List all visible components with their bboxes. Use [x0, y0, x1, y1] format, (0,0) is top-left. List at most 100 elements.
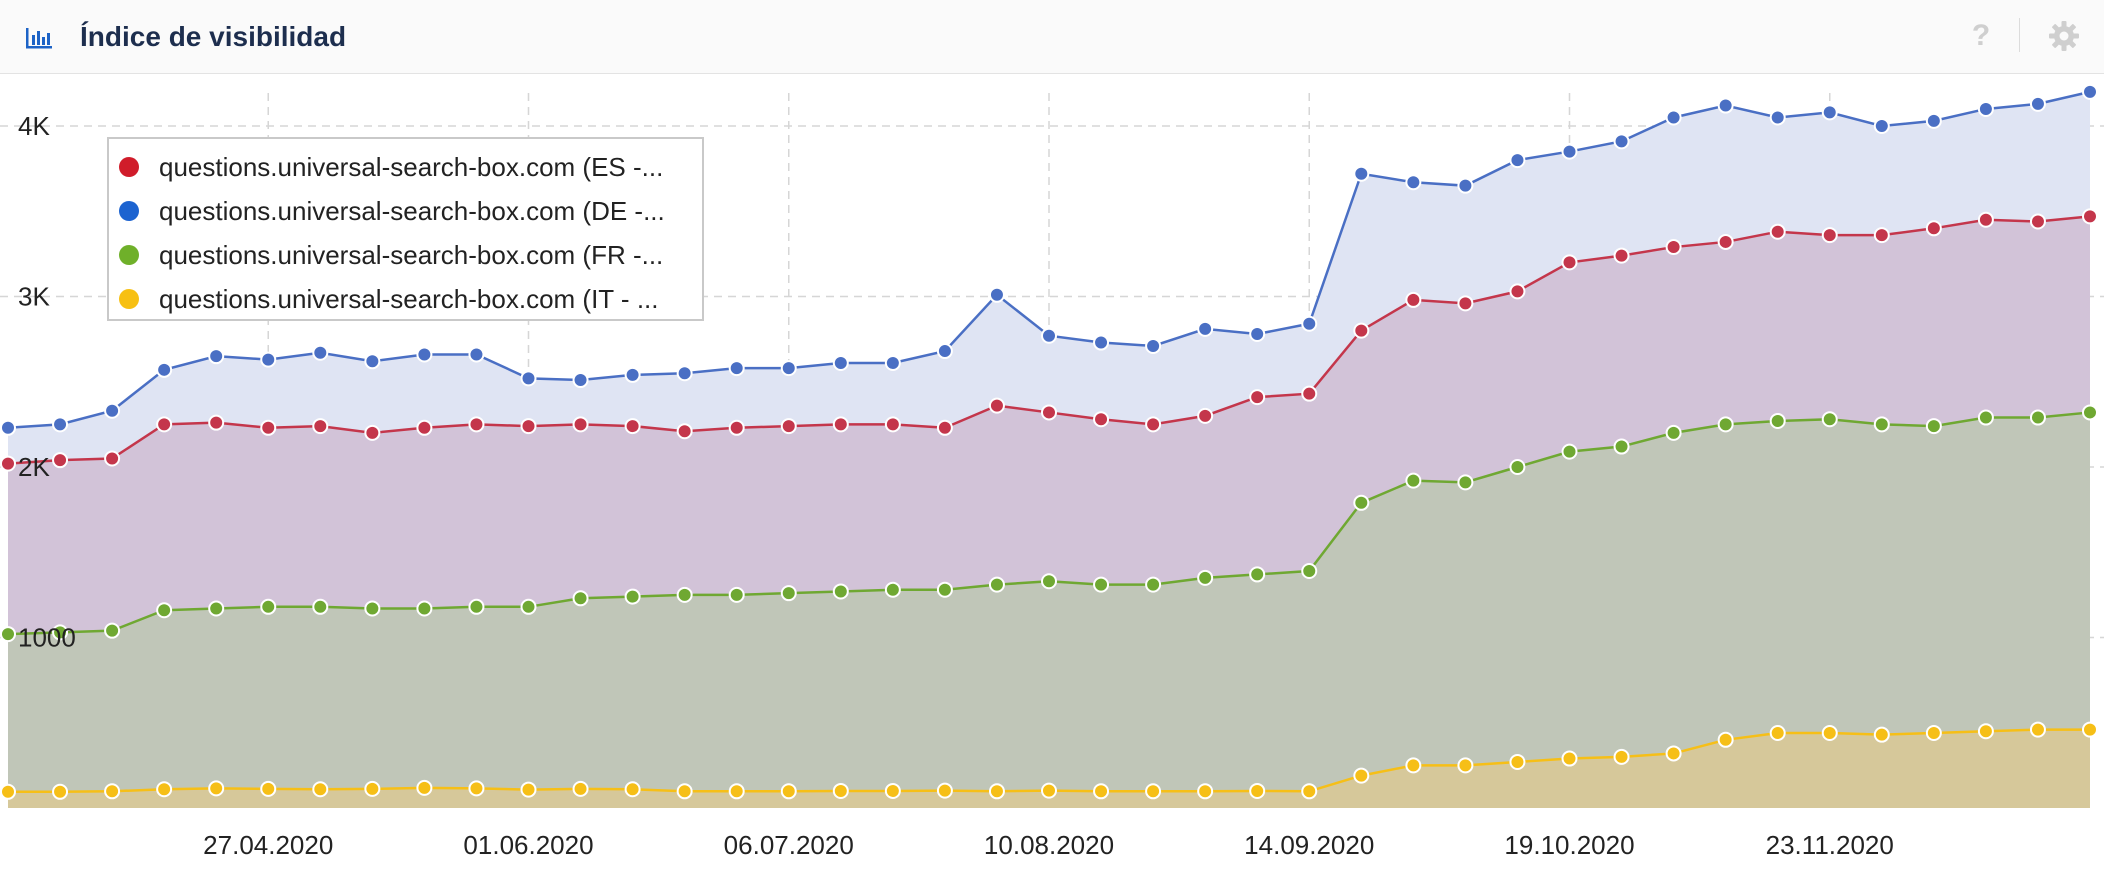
point-es: [1665, 239, 1682, 256]
point-de: [1041, 327, 1057, 344]
point-fr: [1821, 411, 1838, 428]
point-de: [1249, 326, 1266, 343]
point-de: [260, 351, 277, 368]
point-es: [1093, 411, 1110, 428]
point-fr: [1717, 416, 1734, 433]
point-fr: [832, 583, 849, 600]
point-it: [936, 782, 953, 799]
point-de: [1613, 133, 1630, 150]
legend-label-it: questions.universal-search-box.com (IT -…: [159, 284, 659, 314]
legend-dot-es: [119, 157, 139, 177]
legend-dot-it: [119, 289, 139, 309]
point-es: [884, 416, 901, 433]
point-es: [312, 418, 329, 435]
panel-header: Índice de visibilidad ?: [0, 0, 2104, 74]
point-es: [832, 416, 849, 433]
point-es: [1301, 385, 1318, 402]
point-es: [520, 418, 537, 435]
x-tick-label: 19.10.2020: [1504, 830, 1634, 860]
point-fr: [1977, 409, 1994, 426]
help-icon[interactable]: ?: [1971, 19, 1991, 52]
point-de: [1457, 177, 1474, 194]
point-it: [468, 780, 485, 797]
point-it: [1145, 783, 1162, 800]
point-es: [1561, 254, 1578, 271]
point-it: [1925, 724, 1942, 741]
point-fr: [1509, 459, 1526, 475]
point-es: [936, 419, 953, 436]
point-es: [1457, 295, 1474, 312]
point-es: [1145, 416, 1162, 433]
legend-label-es: questions.universal-search-box.com (ES -…: [159, 152, 664, 182]
y-tick-label: 1000: [18, 623, 76, 653]
point-it: [1457, 757, 1474, 774]
point-es: [0, 455, 16, 472]
point-es: [104, 450, 121, 467]
point-de: [1977, 100, 1994, 117]
point-es: [260, 419, 277, 436]
point-de: [1717, 97, 1734, 114]
point-fr: [1353, 494, 1370, 511]
point-de: [780, 360, 797, 377]
legend-label-de: questions.universal-search-box.com (DE -…: [159, 196, 665, 226]
legend-item-it[interactable]: questions.universal-search-box.com (IT -…: [109, 279, 704, 319]
point-fr: [1561, 443, 1578, 460]
point-it: [1093, 783, 1110, 800]
point-de: [1353, 165, 1370, 182]
point-de: [884, 354, 901, 371]
point-it: [676, 783, 693, 800]
legend-item-de[interactable]: questions.universal-search-box.com (DE -…: [109, 191, 704, 231]
point-it: [1405, 757, 1422, 774]
point-de: [468, 346, 485, 363]
point-it: [1873, 726, 1890, 743]
point-es: [988, 397, 1005, 414]
point-it: [1717, 731, 1734, 748]
point-fr: [1769, 412, 1786, 429]
point-it: [624, 781, 641, 798]
point-de: [1301, 315, 1318, 332]
point-de: [1509, 152, 1526, 169]
legend-item-fr[interactable]: questions.universal-search-box.com (FR -…: [109, 235, 704, 275]
point-es: [156, 416, 173, 433]
point-es: [1821, 227, 1838, 244]
point-fr: [1925, 418, 1942, 435]
point-fr: [780, 585, 797, 602]
x-tick-label: 14.09.2020: [1244, 830, 1374, 860]
point-fr: [520, 598, 537, 615]
point-de: [2082, 83, 2098, 100]
point-fr: [1457, 474, 1474, 491]
point-es: [676, 423, 693, 440]
gear-icon[interactable]: [2048, 20, 2080, 52]
point-de: [520, 370, 537, 387]
point-es: [208, 414, 225, 431]
point-fr: [0, 626, 16, 643]
point-it: [364, 780, 381, 797]
y-tick-label: 3K: [18, 282, 50, 312]
point-de: [1873, 118, 1890, 134]
point-it: [780, 783, 797, 800]
point-it: [2082, 721, 2098, 738]
point-it: [1509, 753, 1526, 770]
point-fr: [2082, 404, 2098, 421]
point-es: [1353, 322, 1370, 339]
point-it: [1821, 724, 1838, 741]
point-es: [1613, 247, 1630, 264]
point-it: [1301, 783, 1318, 800]
y-tick-label: 2K: [18, 452, 50, 482]
point-fr: [624, 588, 641, 605]
point-de: [676, 365, 693, 382]
point-de: [1821, 104, 1838, 121]
point-de: [364, 353, 381, 370]
legend-label-fr: questions.universal-search-box.com (FR -…: [159, 240, 664, 270]
point-de: [572, 372, 589, 389]
point-es: [1197, 407, 1214, 424]
point-it: [1041, 782, 1057, 799]
point-it: [1561, 750, 1578, 767]
point-de: [416, 346, 433, 363]
point-es: [1769, 223, 1786, 240]
point-it: [260, 780, 277, 797]
point-fr: [1041, 573, 1057, 590]
legend-item-es[interactable]: questions.universal-search-box.com (ES -…: [109, 147, 704, 187]
point-fr: [1145, 576, 1162, 593]
point-fr: [728, 586, 745, 603]
